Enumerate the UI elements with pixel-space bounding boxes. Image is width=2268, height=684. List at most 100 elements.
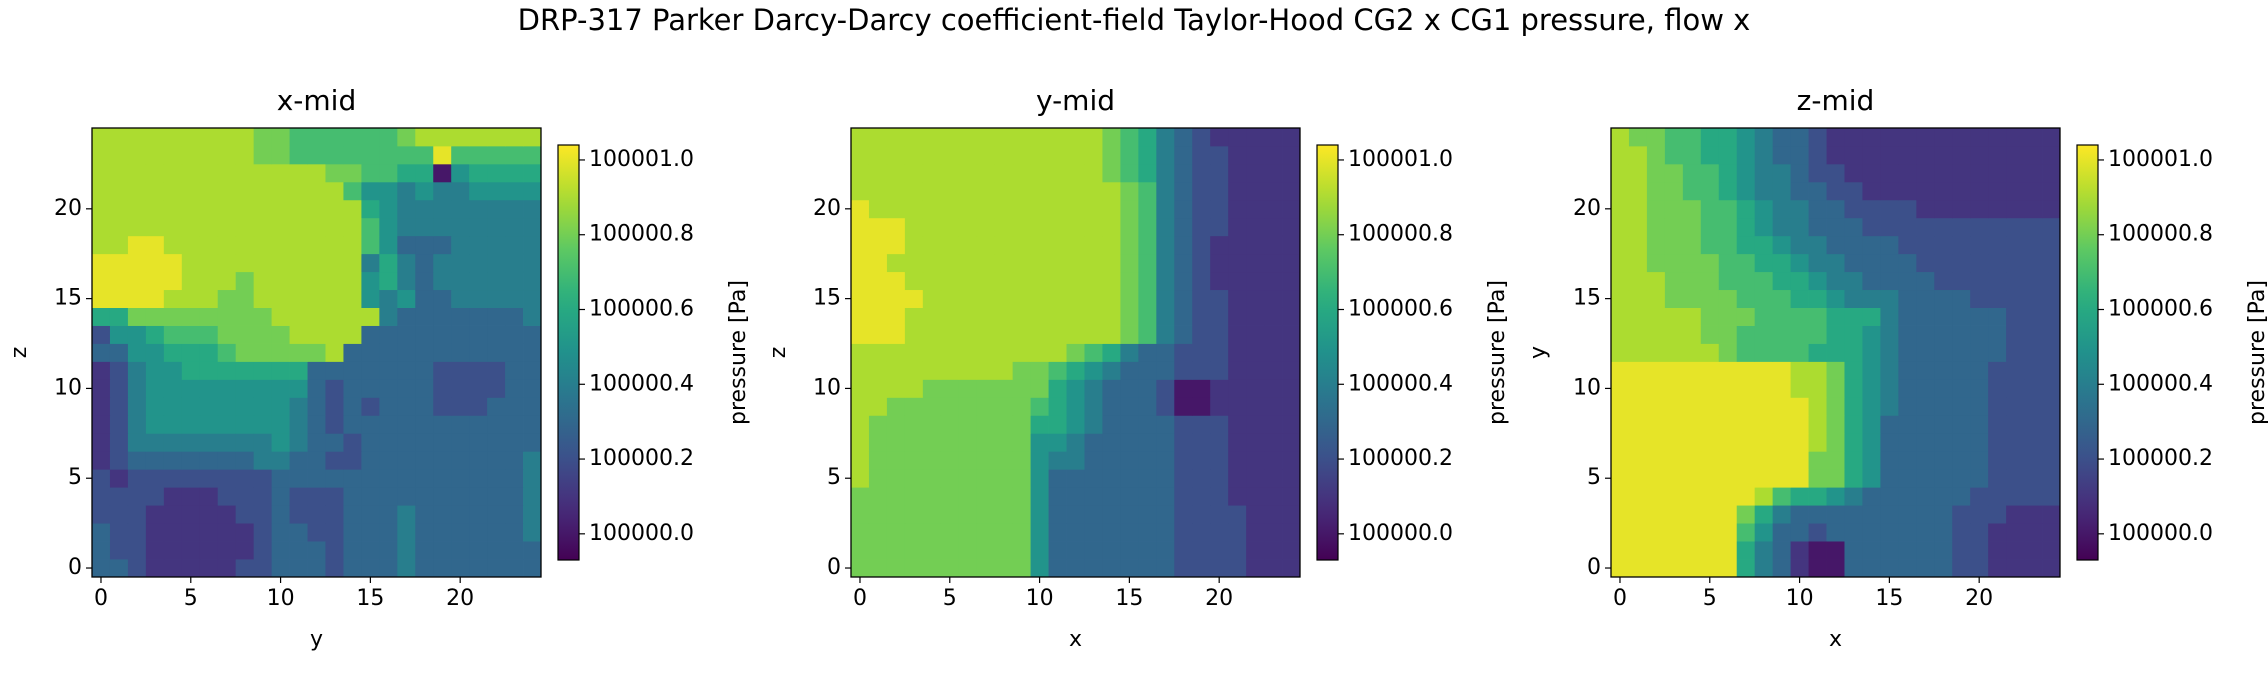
heatmap-cell (958, 145, 978, 165)
heatmap-cell (307, 217, 326, 237)
heatmap-cell (1611, 469, 1630, 488)
heatmap-cell (523, 343, 542, 362)
heatmap-cell (1156, 271, 1175, 291)
heatmap-cell (487, 289, 506, 308)
heatmap-cell (1192, 235, 1211, 255)
heatmap-cell (127, 217, 147, 237)
heatmap-cell (1156, 128, 1175, 147)
heatmap-cell (1048, 433, 1067, 452)
heatmap-cell (1790, 397, 1809, 416)
heatmap-cell (976, 505, 996, 524)
heatmap-cell (1628, 541, 1648, 560)
x-axis-label: y (310, 627, 323, 652)
heatmap-cell (1012, 199, 1031, 219)
heatmap-cell (1228, 487, 1247, 506)
heatmap-cell (181, 379, 201, 398)
heatmap-cell (487, 343, 506, 362)
heatmap-cell (523, 433, 542, 452)
heatmap-cell (92, 433, 111, 452)
heatmap-cell (940, 307, 960, 326)
heatmap-cell (1246, 217, 1265, 237)
heatmap-cell (1934, 145, 1953, 165)
heatmap-cell (271, 199, 290, 219)
heatmap-cell (904, 559, 924, 578)
heatmap-cell (994, 199, 1014, 219)
heatmap-cell (1754, 181, 1774, 201)
heatmap-cell (1282, 469, 1301, 488)
heatmap-cell (92, 253, 111, 273)
heatmap-cell (1084, 253, 1103, 273)
heatmap-cell (1120, 271, 1139, 291)
heatmap-cell (289, 343, 308, 362)
heatmap-cell (1102, 163, 1121, 183)
heatmap-cell (199, 343, 219, 362)
heatmap-cell (1174, 379, 1193, 398)
heatmap-cell (2024, 469, 2043, 488)
heatmap-cell (2024, 145, 2043, 165)
heatmap-cell (523, 235, 542, 255)
heatmap-cell (1808, 505, 1827, 524)
heatmap-cell (1862, 397, 1881, 416)
heatmap-cell (1844, 397, 1863, 416)
heatmap-cell (1736, 271, 1756, 291)
heatmap-cell (109, 235, 129, 255)
heatmap-cell (2006, 505, 2025, 524)
heatmap-cell (904, 199, 924, 219)
heatmap-cell (1952, 415, 1971, 434)
heatmap-cell (1754, 469, 1774, 488)
heatmap-cell (1718, 307, 1738, 326)
heatmap-cell (1174, 235, 1193, 255)
heatmap-cell (343, 415, 362, 434)
heatmap-cell (994, 289, 1014, 308)
heatmap-cell (92, 128, 111, 147)
heatmap-cell (1210, 397, 1229, 416)
heatmap-cell (181, 397, 201, 416)
heatmap-cell (469, 523, 488, 542)
heatmap-cell (1102, 541, 1121, 560)
heatmap-cell (940, 289, 960, 308)
heatmap-cell (325, 271, 344, 291)
heatmap-cell (469, 181, 488, 201)
heatmap-cell (289, 307, 308, 326)
heatmap-cell (1012, 451, 1031, 470)
heatmap-cell (307, 145, 326, 165)
heatmap-cell (253, 325, 272, 344)
heatmap-cell (361, 307, 380, 326)
heatmap-cell (904, 343, 924, 362)
heatmap-cell (922, 163, 942, 183)
x-tick-label: 10 (1026, 586, 1054, 611)
heatmap-cell (1628, 128, 1648, 147)
heatmap-cell (1138, 415, 1157, 434)
heatmap-cell (994, 128, 1014, 147)
heatmap-cell (235, 451, 255, 470)
heatmap-cell (1664, 253, 1684, 273)
heatmap-cell (1916, 541, 1935, 560)
heatmap-cell (1628, 523, 1648, 542)
heatmap-cell (1682, 199, 1702, 219)
heatmap-cell (1102, 145, 1121, 165)
heatmap-cell (433, 487, 452, 506)
heatmap-cell (1120, 217, 1139, 237)
heatmap-cell (868, 397, 888, 416)
heatmap-cell (1700, 307, 1720, 326)
heatmap-cell (1970, 523, 1989, 542)
heatmap-cell (379, 469, 398, 488)
heatmap-cell (1084, 397, 1103, 416)
heatmap-cell (922, 145, 942, 165)
heatmap-cell (1030, 128, 1049, 147)
y-axis-label: z (7, 347, 32, 359)
heatmap-cell (1156, 217, 1175, 237)
heatmap-cell (379, 217, 398, 237)
heatmap-cell (1102, 181, 1121, 201)
heatmap-cell (127, 415, 147, 434)
colorbar-tick-label: 100000.0 (2108, 521, 2213, 546)
heatmap-cell (1934, 289, 1953, 308)
heatmap-cell (325, 181, 344, 201)
heatmap-cell (1120, 253, 1139, 273)
heatmap-cell (1174, 128, 1193, 147)
heatmap-cell (851, 361, 870, 380)
heatmap-cell (271, 523, 290, 542)
x-tick-label: 20 (1205, 586, 1233, 611)
heatmap-cell (523, 415, 542, 434)
heatmap-cell (361, 523, 380, 542)
